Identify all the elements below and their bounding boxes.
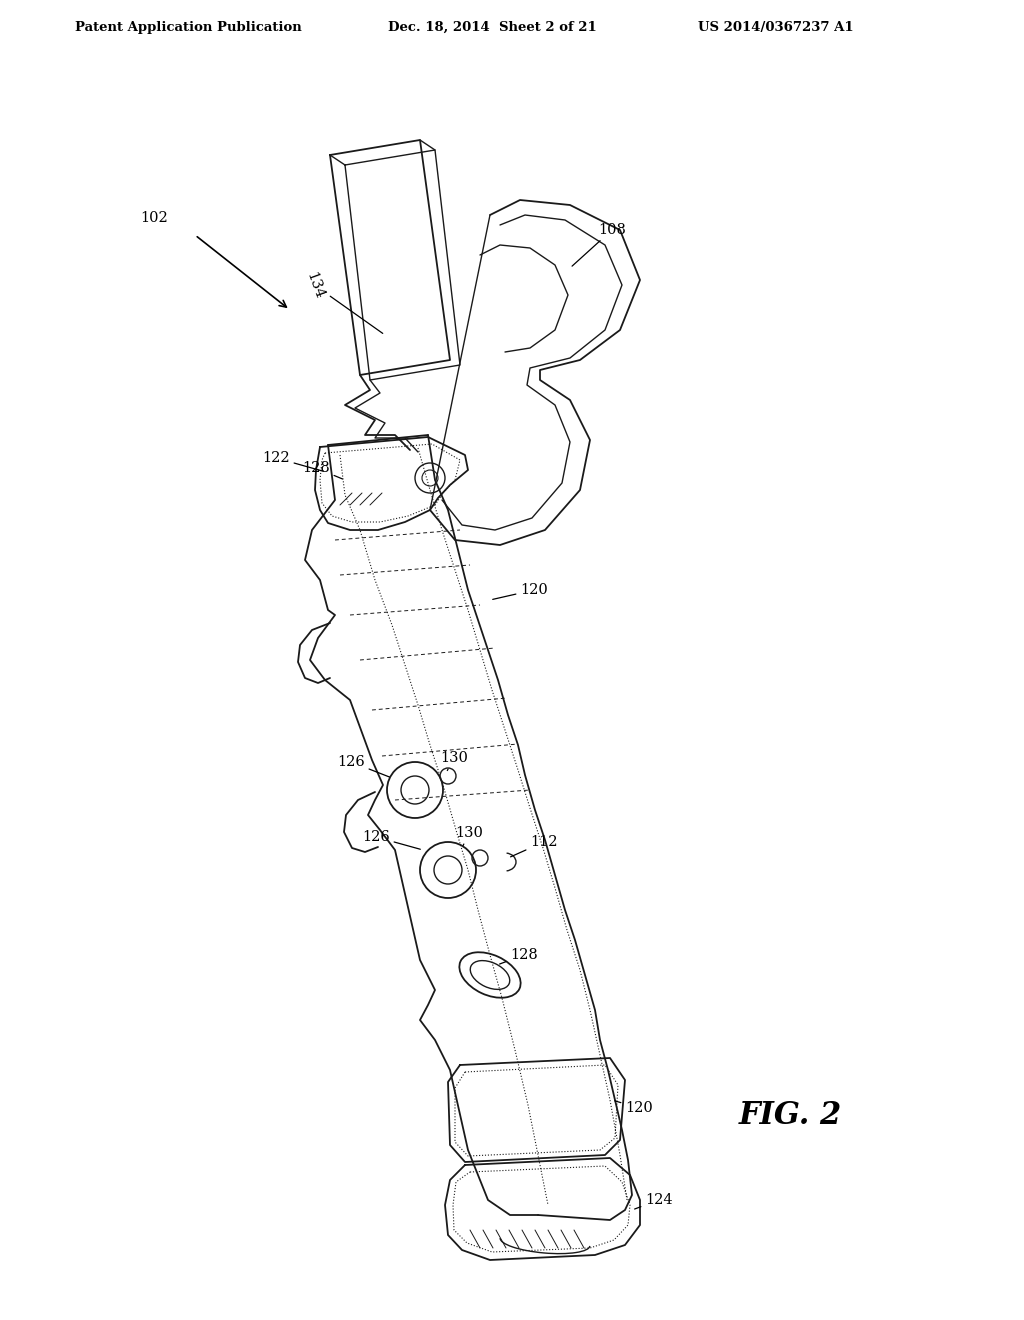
- Text: 126: 126: [337, 755, 389, 777]
- Text: 128: 128: [500, 948, 538, 964]
- Text: 102: 102: [140, 211, 168, 224]
- Text: 130: 130: [440, 751, 468, 771]
- Text: 112: 112: [511, 836, 557, 857]
- Text: 108: 108: [572, 223, 626, 267]
- Text: 128: 128: [302, 461, 342, 479]
- Text: 120: 120: [614, 1101, 652, 1115]
- Text: US 2014/0367237 A1: US 2014/0367237 A1: [698, 21, 854, 33]
- Text: 120: 120: [493, 583, 548, 599]
- Text: FIG. 2: FIG. 2: [738, 1100, 842, 1130]
- Text: 122: 122: [262, 451, 324, 471]
- Text: Dec. 18, 2014  Sheet 2 of 21: Dec. 18, 2014 Sheet 2 of 21: [388, 21, 597, 33]
- Text: 134: 134: [304, 271, 383, 334]
- Text: 126: 126: [362, 830, 420, 849]
- Text: 124: 124: [635, 1193, 673, 1209]
- Text: Patent Application Publication: Patent Application Publication: [75, 21, 302, 33]
- Text: 130: 130: [455, 826, 483, 846]
